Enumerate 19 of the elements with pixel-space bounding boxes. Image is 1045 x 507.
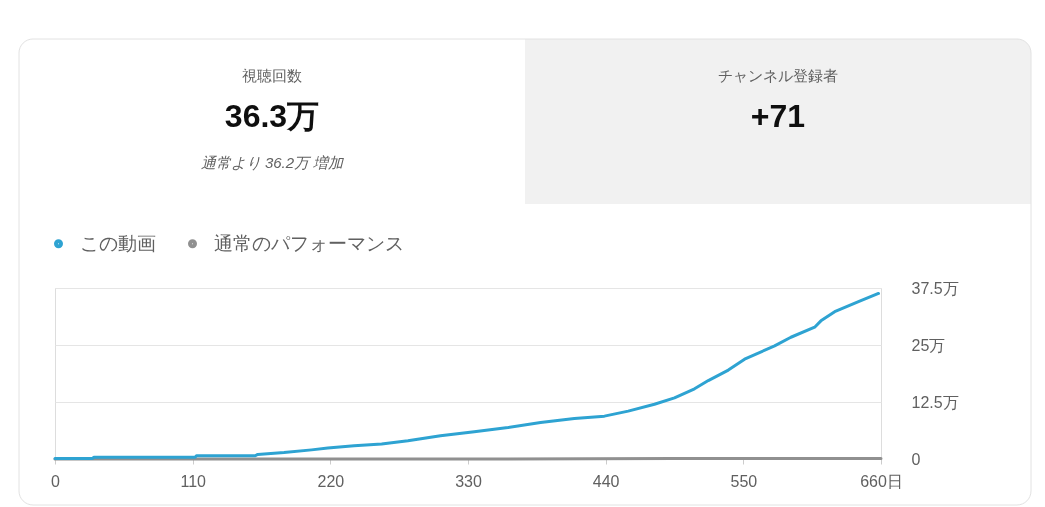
x-tick-label: 440	[592, 472, 620, 490]
x-tick-label: 110	[180, 472, 207, 490]
x-tick-label: 550	[730, 472, 758, 490]
y-tick-label: 37.5万	[911, 279, 959, 297]
text: +71	[750, 98, 806, 134]
category-label: チャンネル登録者	[718, 67, 838, 84]
category-label: 視聴回数	[242, 67, 302, 84]
legend-label: 通常のパフォーマンス	[214, 232, 404, 254]
y-tick-label: 12.5万	[911, 393, 959, 411]
x-tick-label: 0	[51, 472, 61, 490]
text: 通常より 36.2万 増加	[200, 154, 345, 171]
x-tick-label: 660日	[860, 472, 903, 490]
legend-label: この動画	[80, 232, 156, 254]
x-tick-label: 330	[455, 472, 482, 490]
text: 36.3万	[224, 98, 320, 134]
y-tick-label: 0	[911, 450, 921, 468]
x-tick-label: 220	[317, 472, 345, 490]
line-series	[53, 291, 880, 461]
y-tick-label: 25万	[911, 336, 946, 354]
